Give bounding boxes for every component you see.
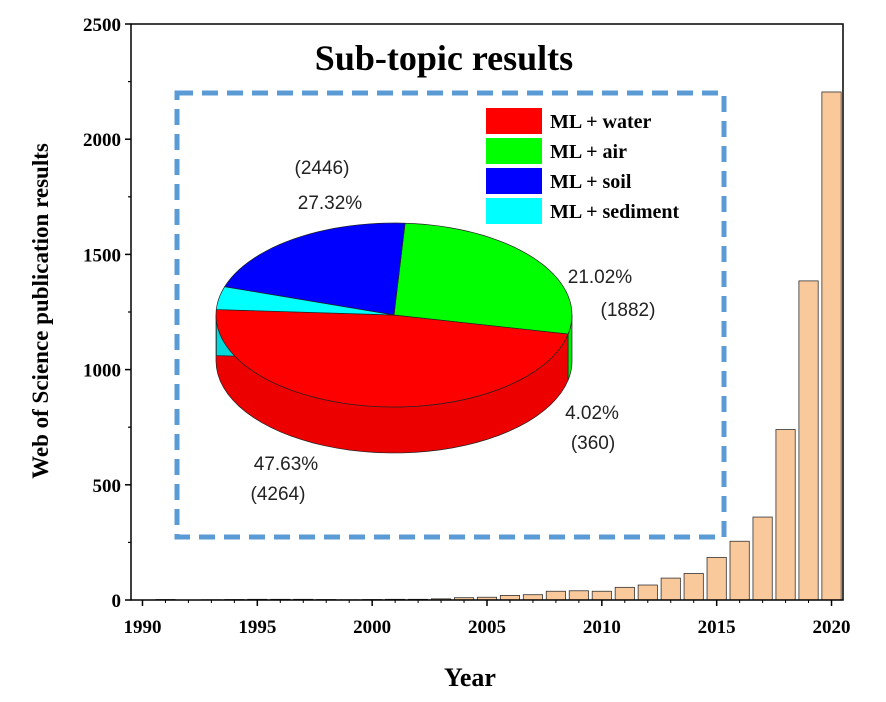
y-tick-label: 2000 — [83, 130, 121, 151]
pie-slice-ml-water — [215, 309, 569, 408]
x-tick-label: 2005 — [468, 617, 506, 638]
y-tick-label: 1500 — [83, 245, 121, 266]
pie-label-count-label: (2446) — [295, 158, 350, 179]
pie-label-pct-label: 27.32% — [298, 193, 363, 214]
bar-2011 — [614, 586, 635, 601]
x-axis-label: Year — [444, 663, 496, 692]
pie-labels: 47.63% (4264) (2446) 27.32% 21.02% (1882) 4.02… — [251, 158, 656, 505]
bar-2014 — [683, 573, 704, 601]
x-tick-label: 1995 — [238, 617, 276, 638]
bar-series — [155, 91, 842, 601]
pie-slice-ml-soil — [223, 222, 406, 316]
bar-2017 — [752, 516, 773, 601]
pie-slice-ml-air — [393, 222, 573, 335]
bar-2020 — [821, 91, 842, 601]
pie-label-count-label: (1882) — [601, 300, 656, 321]
legend-swatch — [486, 108, 542, 134]
legend-label: ML + sediment — [550, 201, 680, 223]
pie-label-pct-label: 4.02% — [565, 403, 619, 424]
legend-label: ML + water — [550, 111, 651, 133]
bar-2018 — [775, 429, 796, 601]
bar-2010 — [591, 590, 612, 601]
x-tick-label: 2020 — [813, 617, 851, 638]
pie-label-pct-label: 21.02% — [568, 267, 633, 288]
bar-2013 — [660, 577, 681, 601]
y-tick-label: 1000 — [83, 361, 121, 382]
bar-2008 — [545, 590, 566, 601]
pie-slice-ml-sediment — [215, 286, 395, 316]
bar-2016 — [729, 540, 750, 601]
legend-swatch — [486, 138, 542, 164]
legend-label: ML + soil — [550, 171, 632, 193]
y-tick-label: 2500 — [83, 15, 121, 36]
pie-label-count-label: (360) — [571, 433, 615, 454]
bar-2019 — [798, 280, 819, 601]
x-axis: 1990 1995 2000 2005 2010 2015 2020 — [123, 600, 851, 638]
bar-2012 — [637, 584, 658, 601]
x-tick-label: 1990 — [123, 617, 161, 638]
pie-chart — [215, 222, 573, 454]
x-tick-label: 2000 — [353, 617, 391, 638]
y-axis: 0 500 1000 1500 2000 2500 — [83, 15, 131, 612]
bar-2009 — [568, 590, 589, 601]
legend-swatch — [486, 168, 542, 194]
x-tick-label: 2010 — [583, 617, 621, 638]
y-axis-label: Web of Science publication results — [28, 143, 53, 479]
legend-label: ML + air — [550, 141, 627, 163]
y-tick-label: 0 — [112, 591, 122, 612]
bar-2007 — [522, 594, 543, 601]
chart-title: Sub-topic results — [315, 38, 573, 78]
legend-swatch — [486, 198, 542, 224]
x-tick-label: 2015 — [698, 617, 736, 638]
y-tick-label: 500 — [93, 476, 122, 497]
bar-2015 — [706, 556, 727, 601]
legend: ML + water ML + air ML + soil ML + sediment — [482, 104, 710, 228]
inset-frame — [174, 90, 727, 540]
pie-label-count-label: (4264) — [251, 484, 306, 505]
pie-label-pct-label: 47.63% — [254, 454, 319, 475]
